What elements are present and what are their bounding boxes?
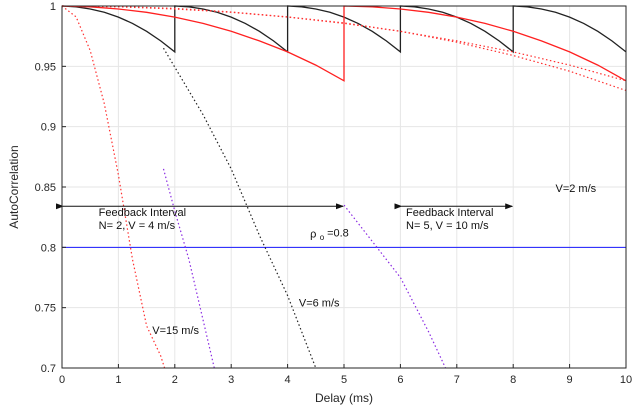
annotation-label: V=6 m/s (299, 297, 340, 309)
x-tick-label: 7 (454, 374, 460, 386)
x-tick-label: 0 (59, 374, 65, 386)
annotation-label: o (320, 233, 325, 242)
annotation-label: ρ (310, 229, 316, 241)
y-axis-label: AutoCorrelation (7, 145, 21, 228)
x-tick-label: 4 (285, 374, 291, 386)
y-tick-label: 0.8 (41, 242, 56, 254)
x-tick-label: 2 (172, 374, 178, 386)
annotation-label: V=2 m/s (556, 183, 597, 195)
annotation-label: V=15 m/s (152, 325, 199, 337)
y-tick-label: 1 (50, 1, 56, 13)
x-tick-label: 5 (341, 374, 347, 386)
annotation-label: N= 5, V = 10 m/s (406, 220, 489, 232)
annotation-label: Feedback Interval (99, 207, 186, 219)
x-tick-label: 8 (510, 374, 516, 386)
y-tick-label: 0.75 (35, 303, 56, 315)
x-tick-label: 1 (115, 374, 121, 386)
annotation-label: Feedback Interval (406, 207, 493, 219)
x-tick-label: 9 (567, 374, 573, 386)
x-tick-label: 6 (397, 374, 403, 386)
annotation-label: N= 2, V = 4 m/s (99, 220, 176, 232)
annotation-label: =0.8 (327, 227, 349, 239)
x-tick-label: 10 (620, 374, 632, 386)
x-tick-label: 3 (228, 374, 234, 386)
y-tick-label: 0.7 (41, 363, 56, 375)
series-line-4 (162, 47, 317, 369)
x-axis-label: Delay (ms) (315, 391, 373, 405)
y-tick-label: 0.9 (41, 122, 56, 134)
y-tick-label: 0.95 (35, 61, 56, 73)
series-line-3 (162, 168, 215, 369)
series-line-1 (61, 5, 627, 82)
series-layer (61, 5, 627, 369)
y-tick-label: 0.85 (35, 182, 56, 194)
tick-layer: 0 1 2 3 4 5 6 7 8 9 10 0.7 0.75 0.8 0.85 0.9 0.95 1 (35, 1, 633, 386)
